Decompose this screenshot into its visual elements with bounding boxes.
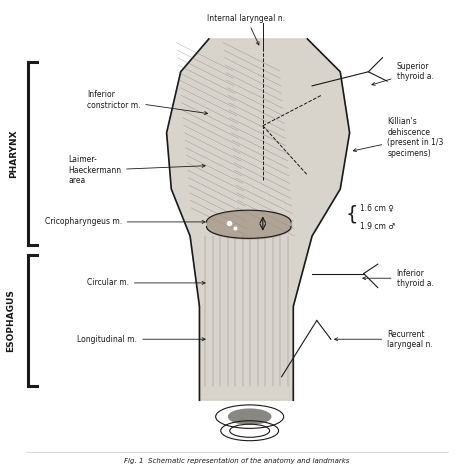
Text: Killian's
dehiscence
(present in 1/3
specimens): Killian's dehiscence (present in 1/3 spe… bbox=[353, 118, 444, 158]
Text: Fig. 1  Schematic representation of the anatomy and landmarks: Fig. 1 Schematic representation of the a… bbox=[124, 457, 350, 464]
Ellipse shape bbox=[228, 409, 271, 424]
Text: Inferior
constrictor m.: Inferior constrictor m. bbox=[87, 90, 208, 115]
Text: Internal laryngeal n.: Internal laryngeal n. bbox=[208, 14, 285, 45]
Text: Longitudinal m.: Longitudinal m. bbox=[77, 335, 205, 344]
Text: 1.9 cm ♂: 1.9 cm ♂ bbox=[360, 222, 395, 231]
Text: 1.6 cm ♀: 1.6 cm ♀ bbox=[360, 204, 394, 213]
Text: Recurrent
laryngeal n.: Recurrent laryngeal n. bbox=[335, 329, 433, 349]
Text: {: { bbox=[345, 204, 357, 223]
Text: Circular m.: Circular m. bbox=[87, 278, 205, 287]
Text: ESOPHAGUS: ESOPHAGUS bbox=[6, 289, 15, 352]
Text: Superior
thyroid a.: Superior thyroid a. bbox=[372, 62, 433, 85]
Polygon shape bbox=[167, 39, 350, 400]
Text: Laimer-
Haeckermann
area: Laimer- Haeckermann area bbox=[68, 155, 205, 185]
Text: Cricopharyngeus m.: Cricopharyngeus m. bbox=[45, 218, 205, 227]
Text: PHARYNX: PHARYNX bbox=[9, 130, 18, 178]
Text: Inferior
thyroid a.: Inferior thyroid a. bbox=[363, 269, 433, 288]
